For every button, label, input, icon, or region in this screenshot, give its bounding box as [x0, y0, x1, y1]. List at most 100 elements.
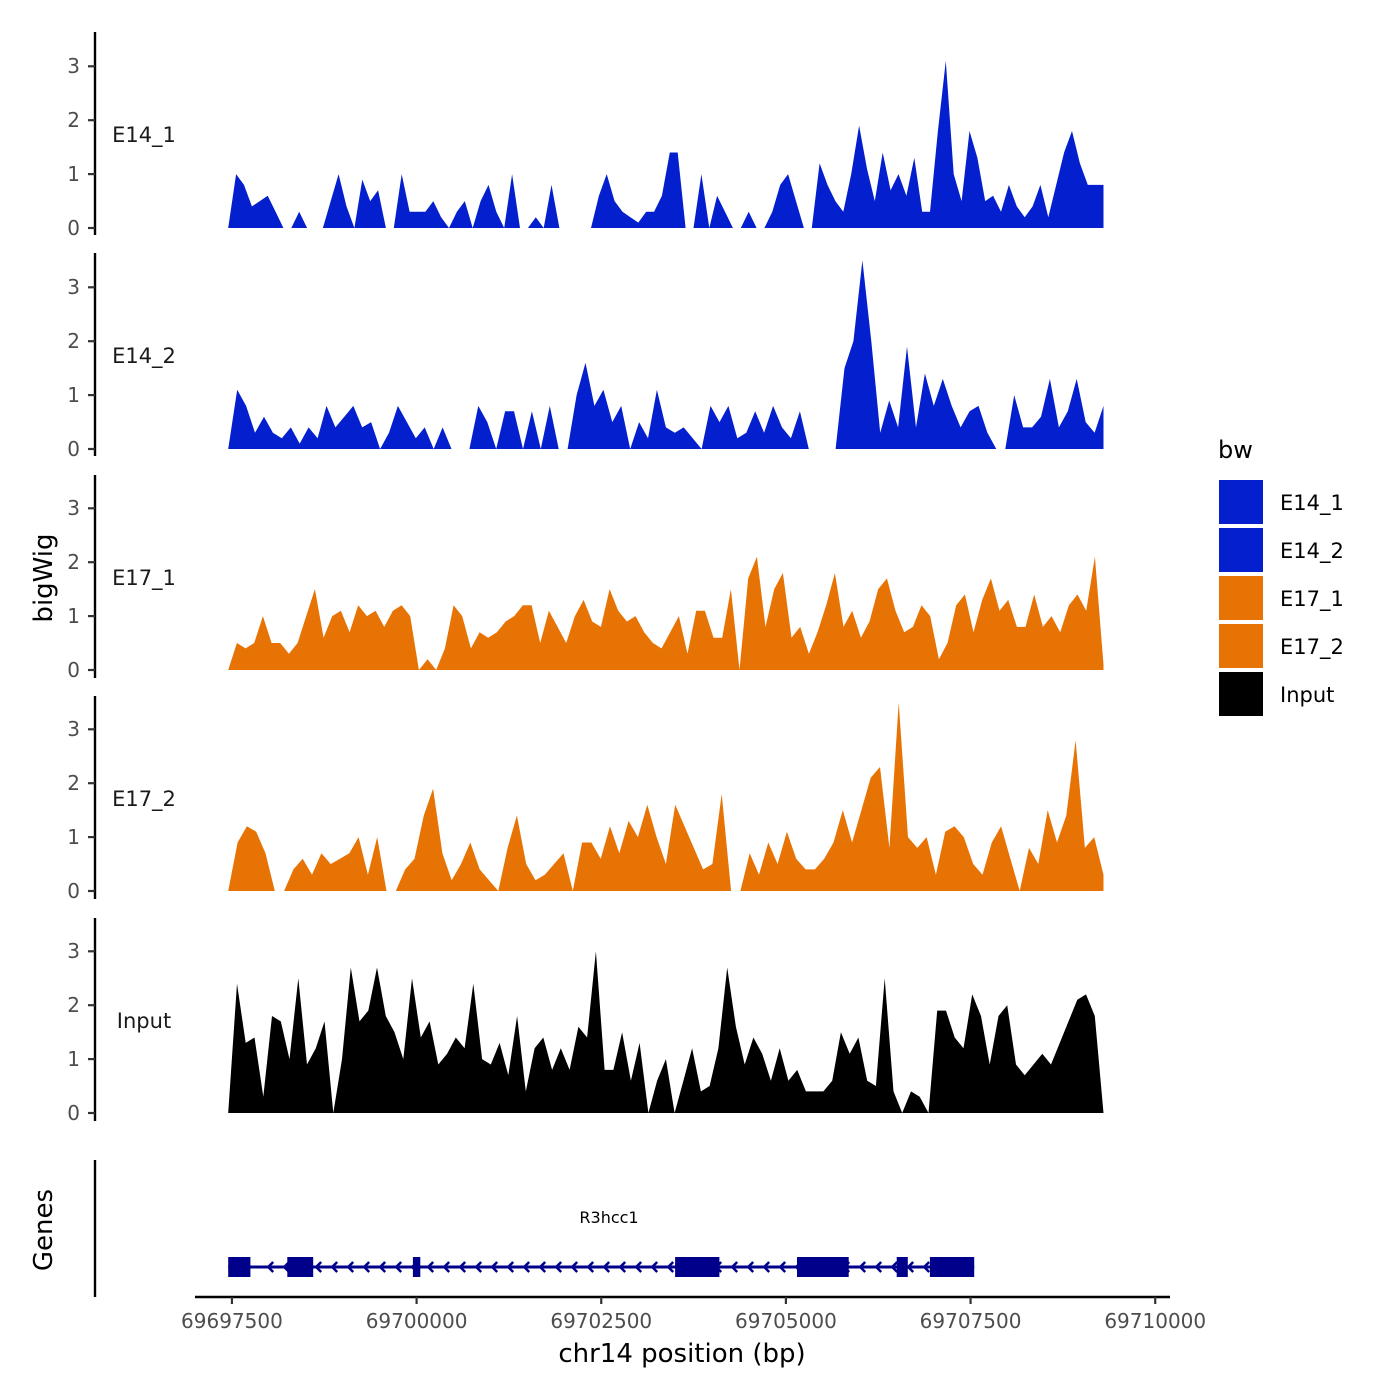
track-1-y-ticks: 0 1 2 3 — [67, 54, 95, 240]
strand-arrow — [506, 1261, 515, 1273]
strand-arrow — [858, 1261, 867, 1273]
legend-swatch — [1219, 576, 1263, 620]
legend-item: E17_2 — [1219, 624, 1344, 668]
y-tick-label: 1 — [67, 825, 80, 849]
strand-arrow — [346, 1261, 355, 1273]
coverage-area-e14-1 — [228, 60, 1104, 229]
y-tick-label: 1 — [67, 1047, 80, 1071]
track-panel-2: 0 1 2 3 E14_2 — [67, 253, 1104, 461]
track-4-y-ticks: 0 1 2 3 — [67, 717, 95, 903]
strand-arrow — [634, 1261, 643, 1273]
legend-swatch — [1219, 624, 1263, 668]
legend-swatch — [1219, 672, 1263, 716]
x-axis: 69697500 69700000 69702500 69705000 69707500… — [181, 1295, 1206, 1369]
strand-arrow — [874, 1261, 883, 1273]
strand-arrow — [650, 1261, 659, 1273]
track-label-e14-2: E14_2 — [112, 344, 176, 369]
track-3-y-ticks: 0 1 2 3 — [67, 496, 95, 682]
strand-arrow — [394, 1261, 403, 1273]
legend-swatch — [1219, 528, 1263, 572]
strand-arrow — [570, 1261, 579, 1273]
track-panel-3: 0 1 2 3 E17_1 — [67, 475, 1104, 682]
y-tick-label: 2 — [67, 771, 80, 795]
strand-arrow — [554, 1261, 563, 1273]
track-2-y-ticks: 0 1 2 3 — [67, 275, 95, 461]
x-tick-label: 69707500 — [920, 1309, 1022, 1333]
gene-exon — [929, 1257, 975, 1277]
strand-arrow — [618, 1261, 627, 1273]
x-tick-label: 69705000 — [735, 1309, 837, 1333]
y-tick-label: 2 — [67, 329, 80, 353]
strand-arrow — [314, 1261, 323, 1273]
legend-title: bw — [1218, 436, 1253, 464]
x-tick-label: 69702500 — [550, 1309, 652, 1333]
y-tick-label: 2 — [67, 550, 80, 574]
track-label-e17-2: E17_2 — [112, 787, 176, 812]
y-tick-label: 2 — [67, 108, 80, 132]
y-tick-label: 1 — [67, 162, 80, 186]
y-axis-title: bigWig — [29, 533, 59, 622]
y-tick-label: 0 — [67, 658, 80, 682]
y-tick-label: 1 — [67, 383, 80, 407]
legend-item: E14_1 — [1219, 480, 1344, 524]
coverage-area-e14-2 — [228, 260, 1104, 449]
legend-label: E14_1 — [1280, 491, 1344, 516]
strand-arrow — [426, 1261, 435, 1273]
y-tick-label: 3 — [67, 496, 80, 520]
y-tick-label: 3 — [67, 717, 80, 741]
y-tick-label: 0 — [67, 879, 80, 903]
strand-arrow — [442, 1261, 451, 1273]
legend-label: Input — [1280, 683, 1334, 707]
legend-item: E17_1 — [1219, 576, 1344, 620]
legend-label: E17_2 — [1280, 635, 1344, 660]
strand-arrow — [730, 1261, 739, 1273]
legend-swatch — [1219, 480, 1263, 524]
strand-arrow — [458, 1261, 467, 1273]
legend-item: E14_2 — [1219, 528, 1344, 572]
y-tick-label: 3 — [67, 275, 80, 299]
gene-exon — [287, 1257, 314, 1277]
y-tick-label: 3 — [67, 54, 80, 78]
track-panel-5: 0 1 2 3 Input — [67, 918, 1104, 1125]
strand-arrow — [538, 1261, 547, 1273]
legend-label: E17_1 — [1280, 587, 1344, 612]
track-5-y-ticks: 0 1 2 3 — [67, 939, 95, 1125]
strand-arrow — [746, 1261, 755, 1273]
strand-arrow — [906, 1261, 915, 1273]
coverage-area-e17-1 — [228, 556, 1104, 670]
strand-arrow — [474, 1261, 483, 1273]
y-tick-label: 2 — [67, 993, 80, 1017]
track-panel-1: 0 1 2 3 E14_1 — [67, 32, 1104, 240]
legend-item: Input — [1219, 672, 1334, 716]
x-tick-label: 69710000 — [1104, 1309, 1206, 1333]
strand-arrow — [378, 1261, 387, 1273]
strand-arrow — [890, 1261, 899, 1273]
gene-name-label: R3hcc1 — [579, 1208, 638, 1227]
gene-exon — [797, 1257, 849, 1277]
track-label-input: Input — [117, 1009, 171, 1033]
y-tick-label: 3 — [67, 939, 80, 963]
strand-arrow — [922, 1261, 931, 1273]
legend: bw E14_1 E14_2 E17_1 E17_2 Input — [1218, 436, 1344, 716]
strand-arrow — [266, 1261, 275, 1273]
strand-arrow — [778, 1261, 787, 1273]
coverage-area-input — [228, 951, 1104, 1113]
strand-arrow — [586, 1261, 595, 1273]
strand-arrow — [522, 1261, 531, 1273]
strand-arrow — [602, 1261, 611, 1273]
coverage-area-e17-2 — [228, 702, 1104, 891]
x-tick-label: 69697500 — [181, 1309, 283, 1333]
gene-exon — [228, 1257, 251, 1277]
strand-arrow — [330, 1261, 339, 1273]
track-label-e17-1: E17_1 — [112, 566, 176, 591]
y-tick-label: 0 — [67, 437, 80, 461]
track-label-e14-1: E14_1 — [112, 123, 176, 148]
genes-panel: Genes R3hcc1 — [29, 1160, 975, 1297]
y-tick-label: 0 — [67, 1101, 80, 1125]
legend-label: E14_2 — [1280, 539, 1344, 564]
genes-panel-title: Genes — [29, 1189, 59, 1271]
x-axis-ticks: 69697500 69700000 69702500 69705000 69707500… — [181, 1297, 1206, 1333]
gene-exon — [896, 1257, 908, 1277]
strand-arrow — [666, 1261, 675, 1273]
